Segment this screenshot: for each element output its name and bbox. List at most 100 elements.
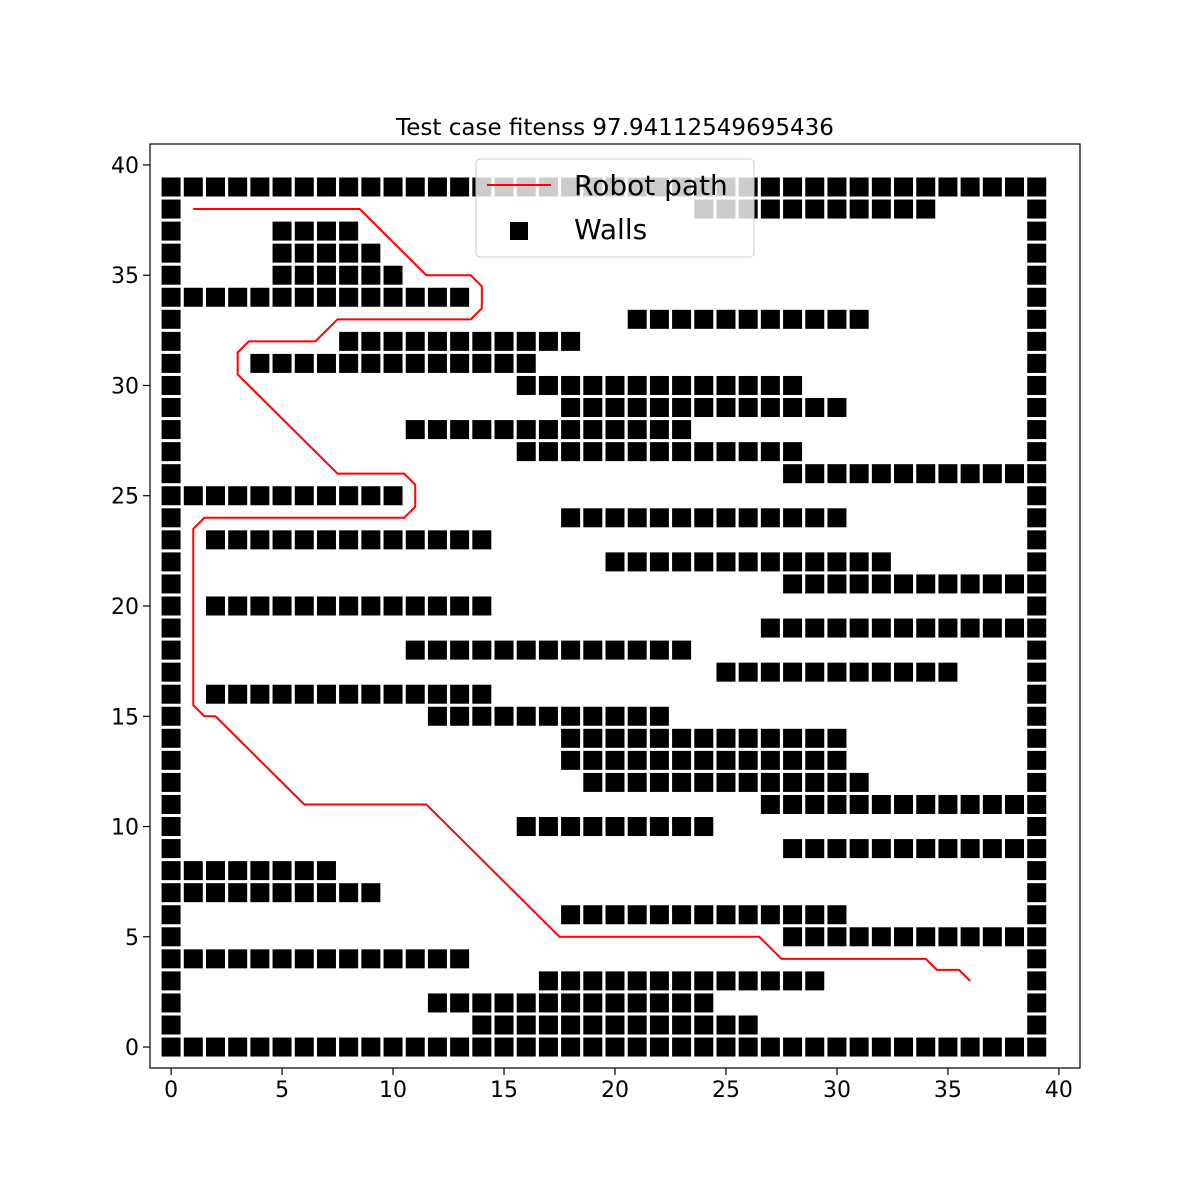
wall-marker [694,728,714,748]
wall-marker [627,398,647,418]
wall-marker [783,772,803,792]
wall-marker [294,353,314,373]
wall-marker [405,353,425,373]
wall-marker [1027,287,1047,307]
wall-marker [205,596,225,616]
wall-marker [649,309,669,329]
wall-marker [472,684,492,704]
wall-marker [960,1037,980,1057]
wall-marker [894,927,914,947]
wall-marker [960,794,980,814]
wall-marker [205,883,225,903]
wall-marker [161,442,181,462]
wall-marker [938,618,958,638]
wall-marker [827,750,847,770]
wall-marker [871,794,891,814]
wall-marker [760,375,780,395]
wall-marker [494,993,514,1013]
wall-marker [649,442,669,462]
wall-marker [561,508,581,528]
wall-marker [694,971,714,991]
wall-marker [161,464,181,484]
wall-marker [627,420,647,440]
wall-marker [361,486,381,506]
wall-marker [405,949,425,969]
wall-marker [783,309,803,329]
wall-marker [472,596,492,616]
wall-marker [450,706,470,726]
wall-marker [805,839,825,859]
wall-marker [938,662,958,682]
wall-marker [627,1015,647,1035]
wall-marker [250,177,270,197]
wall-marker [472,993,492,1013]
wall-marker [982,574,1002,594]
wall-marker [472,353,492,373]
wall-marker [383,949,403,969]
wall-marker [627,772,647,792]
wall-marker [738,508,758,528]
legend-label: Walls [574,213,647,246]
wall-marker [250,486,270,506]
wall-marker [605,750,625,770]
wall-marker [361,265,381,285]
wall-marker [982,1037,1002,1057]
wall-marker [294,684,314,704]
wall-marker [1027,927,1047,947]
wall-marker [250,883,270,903]
wall-marker [316,265,336,285]
wall-marker [694,750,714,770]
wall-marker [583,706,603,726]
wall-marker [938,794,958,814]
wall-marker [316,1037,336,1057]
wall-marker [805,728,825,748]
wall-marker [827,464,847,484]
wall-marker [161,552,181,572]
wall-marker [894,574,914,594]
wall-marker [760,398,780,418]
wall-marker [805,199,825,219]
wall-marker [405,331,425,351]
wall-marker [960,618,980,638]
wall-marker [738,1015,758,1035]
wall-marker [361,243,381,263]
wall-marker [716,1037,736,1057]
wall-marker [894,177,914,197]
wall-marker [339,949,359,969]
wall-marker [783,728,803,748]
wall-marker [627,905,647,925]
wall-marker [716,1015,736,1035]
wall-marker [561,640,581,660]
wall-marker [605,706,625,726]
wall-marker [649,772,669,792]
wall-marker [627,375,647,395]
wall-marker [672,420,692,440]
y-tick-label: 15 [111,705,139,730]
wall-marker [760,971,780,991]
wall-marker [228,949,248,969]
wall-marker [1027,817,1047,837]
wall-marker [339,596,359,616]
wall-marker [161,331,181,351]
wall-marker [649,750,669,770]
wall-marker [738,552,758,572]
wall-marker [161,927,181,947]
wall-marker [694,905,714,925]
wall-marker [228,861,248,881]
wall-marker [294,287,314,307]
wall-marker [1027,398,1047,418]
wall-marker [161,706,181,726]
wall-marker [472,331,492,351]
wall-marker [649,508,669,528]
wall-marker [738,398,758,418]
wall-marker [161,309,181,329]
wall-marker [738,442,758,462]
wall-marker [849,464,869,484]
wall-marker [894,464,914,484]
wall-marker [538,1015,558,1035]
wall-marker [694,1037,714,1057]
wall-marker [827,508,847,528]
wall-marker [1027,750,1047,770]
wall-marker [161,596,181,616]
wall-marker [916,839,936,859]
